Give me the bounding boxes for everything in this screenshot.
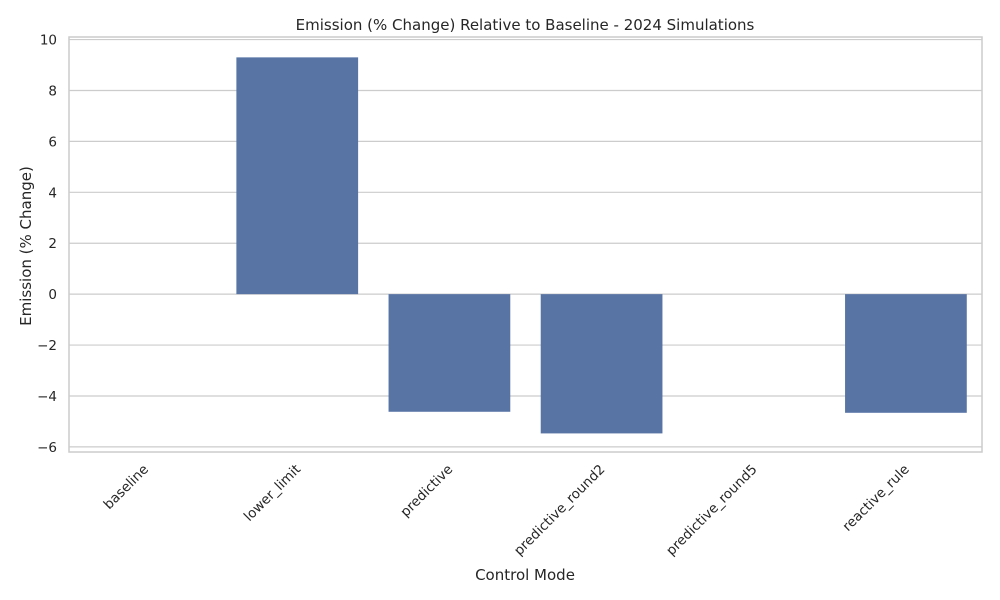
y-tick-labels: −6 −4 −2 0 2 4 6 8 10 [37,33,57,456]
grid-lines [69,38,982,448]
y-axis-label: Emission (% Change) [17,166,35,326]
x-tick-label: baseline [101,462,152,513]
x-tick-label: predictive [397,462,456,521]
y-tick-label: 0 [48,287,57,303]
x-axis-label: Control Mode [475,566,575,584]
x-tick-label: reactive_rule [840,462,913,535]
bar-predictive [388,294,511,412]
chart-title: Emission (% Change) Relative to Baseline… [296,16,755,34]
y-tick-label: −2 [37,338,57,354]
x-tick-label: predictive_round5 [663,462,760,559]
x-tick-label: predictive_round2 [511,462,608,559]
y-tick-label: 10 [40,33,57,49]
y-tick-label: −4 [37,389,57,405]
x-tick-label: lower_limit [241,462,304,525]
x-tick-labels: baseline lower_limit predictive predictive_… [101,462,913,559]
y-tick-label: −6 [37,440,57,456]
plot-frame [68,36,983,453]
y-tick-label: 6 [48,134,57,150]
y-tick-label: 2 [48,236,57,252]
bars [236,57,967,434]
bar-lower-limit [236,57,359,295]
bar-predictive-round2 [540,294,663,434]
y-tick-label: 8 [48,83,57,99]
bar-reactive-rule [845,294,967,413]
plot-border [68,36,983,453]
y-tick-label: 4 [48,185,57,201]
